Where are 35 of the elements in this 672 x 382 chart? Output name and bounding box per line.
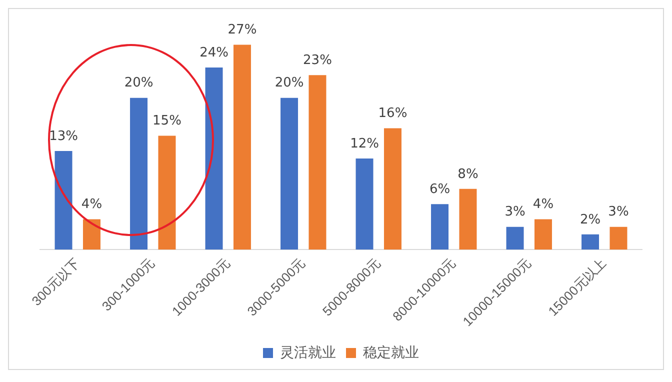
bar bbox=[205, 68, 223, 250]
bar bbox=[356, 158, 374, 250]
data-label: 13% bbox=[49, 128, 78, 144]
data-label: 16% bbox=[378, 106, 408, 122]
bar bbox=[384, 128, 402, 250]
data-label: 2% bbox=[580, 212, 601, 228]
bar bbox=[233, 44, 251, 250]
data-label: 20% bbox=[124, 76, 154, 91]
data-label: 27% bbox=[228, 22, 257, 38]
legend-label: 灵活就业 bbox=[280, 344, 336, 360]
bar bbox=[280, 98, 298, 250]
data-label: 24% bbox=[200, 45, 228, 60]
data-label: 3% bbox=[608, 204, 629, 220]
data-label: 3% bbox=[504, 204, 526, 220]
bar bbox=[54, 150, 72, 250]
x-tick-label: 300元以下 bbox=[28, 255, 82, 309]
bar bbox=[431, 204, 449, 250]
legend-label: 稳定就业 bbox=[363, 344, 419, 360]
data-label: 20% bbox=[274, 76, 304, 91]
data-label: 12% bbox=[350, 136, 379, 152]
data-label: 4% bbox=[532, 197, 554, 212]
bar bbox=[308, 75, 326, 250]
data-label: 15% bbox=[152, 114, 182, 129]
data-label: 6% bbox=[429, 182, 450, 197]
bar bbox=[506, 226, 524, 250]
bar bbox=[459, 188, 477, 250]
data-label: 4% bbox=[81, 197, 102, 212]
bar bbox=[158, 136, 176, 250]
data-label: 23% bbox=[303, 52, 332, 68]
data-label: 8% bbox=[458, 166, 478, 182]
bar bbox=[130, 98, 148, 250]
bar bbox=[534, 219, 552, 250]
bar bbox=[610, 226, 628, 250]
bar bbox=[582, 234, 600, 250]
bar bbox=[82, 219, 100, 250]
